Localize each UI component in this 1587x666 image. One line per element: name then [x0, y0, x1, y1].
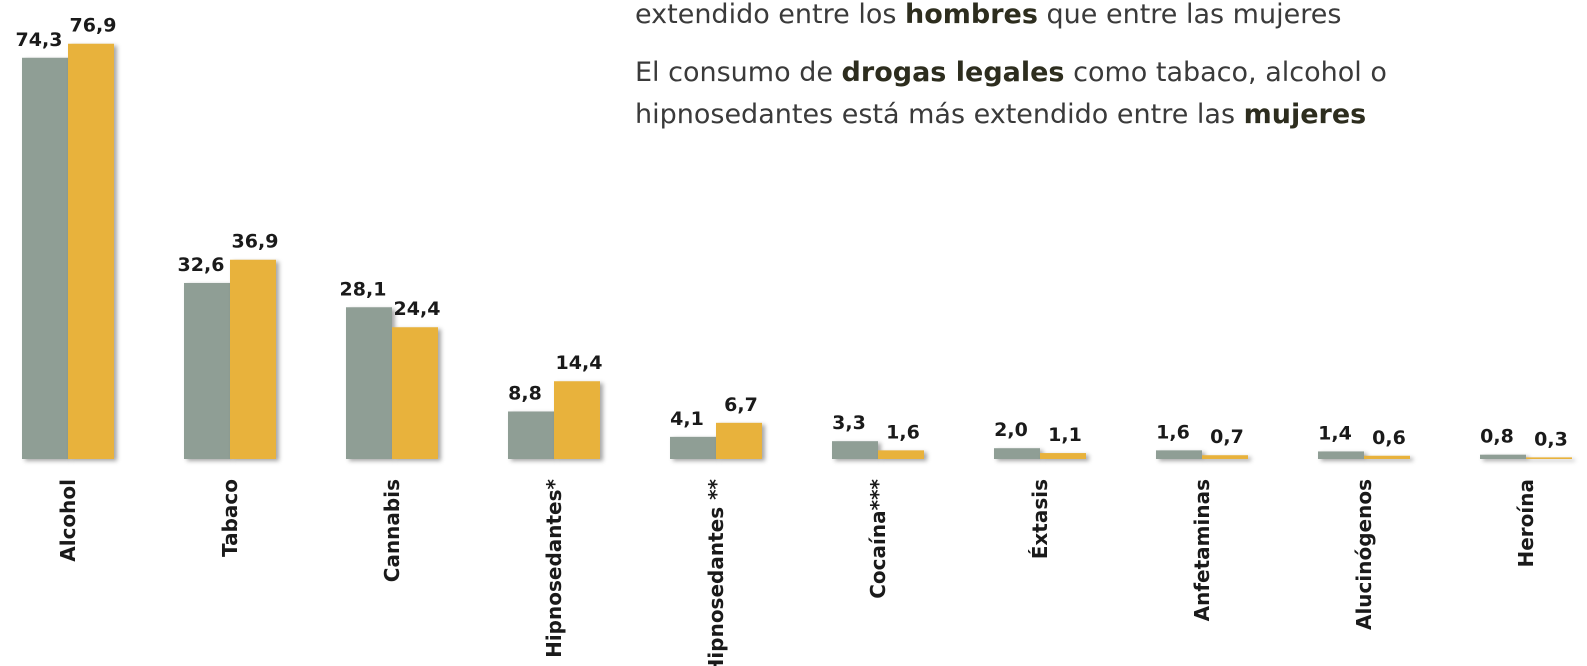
annotation-bold: hombres [905, 0, 1038, 30]
x-tick-label: Cannabis [380, 479, 404, 582]
x-tick-label: Anfetaminas [1190, 479, 1214, 621]
bar [184, 282, 230, 459]
data-label: 0,7 [1210, 426, 1244, 448]
data-label: 32,6 [178, 254, 225, 276]
annotation: El consumo de drogas legales como tabaco… [635, 52, 1515, 136]
data-label: 14,4 [556, 352, 603, 374]
bar [1480, 454, 1526, 459]
bar [1364, 455, 1410, 459]
data-label: 0,3 [1534, 428, 1568, 450]
data-label: 2,0 [994, 419, 1028, 441]
bar [832, 441, 878, 459]
bar [1318, 451, 1364, 459]
data-label: 24,4 [394, 298, 441, 320]
bar [68, 43, 114, 460]
bar [994, 448, 1040, 459]
bar [508, 411, 554, 459]
data-label: 1,4 [1318, 422, 1352, 444]
x-tick-label: Cocaína*** [866, 478, 890, 598]
annotation-text: como tabaco, alcohol o hipnosedantes est… [635, 57, 1387, 130]
data-label: 1,6 [886, 421, 920, 443]
annotation-text: extendido entre los [635, 0, 905, 30]
annotation-bold: drogas legales [841, 57, 1065, 88]
x-tick-label: Alcohol [56, 479, 80, 562]
x-tick-label: Tabaco [218, 479, 242, 557]
bar [670, 436, 716, 459]
bar [878, 450, 924, 459]
annotations: extendido entre los hombres que entre la… [635, 0, 1515, 152]
bar [230, 259, 276, 459]
data-label: 4,1 [670, 408, 704, 430]
bar [392, 327, 438, 459]
annotation-text: que entre las mujeres [1037, 0, 1342, 30]
bar [554, 381, 600, 459]
annotation-text: El consumo de [635, 57, 842, 88]
bar [1202, 455, 1248, 459]
x-tick-label: Heroína [1514, 479, 1538, 568]
data-label: 8,8 [508, 382, 542, 404]
data-label: 1,6 [1156, 421, 1190, 443]
x-tick-label: Hipnosedantes* [542, 478, 566, 657]
x-tick-label: Éxtasis [1028, 479, 1052, 559]
data-label: 6,7 [724, 394, 758, 416]
bar [716, 422, 762, 459]
annotation: extendido entre los hombres que entre la… [635, 0, 1515, 36]
data-label: 76,9 [70, 15, 117, 37]
bar [1040, 453, 1086, 459]
bar [22, 57, 68, 459]
bar [346, 307, 392, 459]
data-label: 0,8 [1480, 426, 1514, 448]
data-label: 28,1 [340, 278, 387, 300]
bar [1526, 457, 1572, 459]
x-tick-label: Alucinógenos [1352, 479, 1376, 630]
annotation-bold: mujeres [1243, 99, 1367, 130]
data-label: 1,1 [1048, 424, 1082, 446]
data-label: 36,9 [232, 231, 279, 253]
data-label: 0,6 [1372, 427, 1406, 449]
x-tick-label: Hipnosedantes ** [704, 478, 728, 666]
bar [1156, 450, 1202, 459]
data-label: 3,3 [832, 412, 866, 434]
data-label: 74,3 [16, 29, 63, 51]
